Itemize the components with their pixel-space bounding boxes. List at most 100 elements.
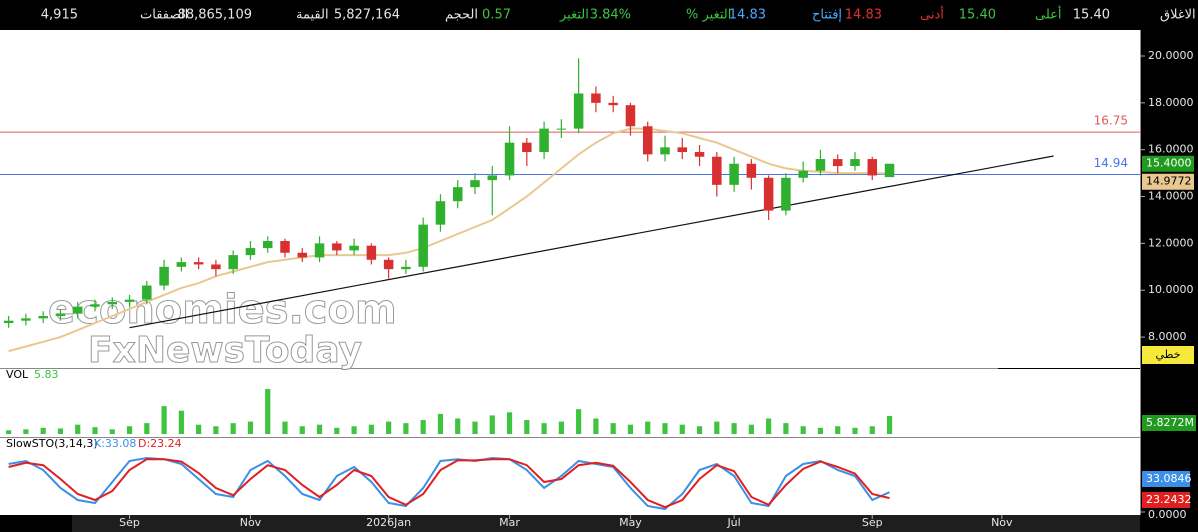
candle-body (884, 163, 895, 178)
candle-body (867, 159, 878, 176)
volume-bar (368, 424, 374, 434)
candle-body (522, 142, 532, 153)
volume-bar (403, 423, 409, 434)
volume-bar (334, 427, 340, 434)
candle-body (832, 159, 843, 167)
header-label: إفتتاح (812, 8, 842, 23)
header-label: التغير (559, 8, 589, 23)
candle-body (815, 159, 826, 171)
volume-bar (6, 430, 12, 434)
volume-bar (835, 426, 841, 434)
x-tick-label: Nov (240, 516, 262, 529)
header-value: 15.40 (959, 8, 996, 23)
x-tick-label: Jul (726, 516, 740, 529)
candle-body (452, 187, 463, 202)
header-label: التغير % (686, 8, 731, 23)
volume-bar (662, 423, 668, 434)
volume-bar (126, 426, 133, 434)
candle-body (366, 245, 377, 260)
candle-body (539, 128, 549, 153)
candle-body (280, 241, 290, 253)
right-axis (1140, 30, 1198, 532)
volume-bar (247, 421, 254, 434)
candle-body (55, 313, 66, 316)
candle-body (193, 262, 204, 265)
candle-body (124, 299, 135, 302)
header-value: 15.40 (1073, 8, 1110, 23)
volume-bar (766, 418, 772, 434)
volume-bar (506, 412, 513, 434)
stoch-last-label: 23.2432 (1146, 493, 1192, 506)
volume-bar (420, 420, 426, 434)
volume-bar (161, 406, 167, 434)
header-label: أعلى (1035, 6, 1062, 23)
volume-bar (472, 421, 478, 434)
x-axis (72, 515, 1140, 532)
volume-bar (230, 423, 236, 434)
candle-body (72, 306, 83, 314)
stoch-box (1142, 492, 1190, 508)
volume-bar (455, 418, 461, 434)
candle-body (763, 177, 774, 211)
candle-body (332, 243, 342, 251)
header-label: الصفقات (140, 8, 188, 23)
x-tick-label: Mar (499, 516, 520, 529)
mode-label: خطي (1156, 348, 1181, 361)
volume-bar (576, 409, 582, 434)
legend-entry: K:33.08 (94, 437, 136, 450)
watermark: FxNewsToday (88, 330, 362, 371)
candle-body (608, 102, 618, 106)
candle-body (677, 147, 688, 153)
volume-bar (109, 429, 115, 434)
y-tick-label: 18.0000 (1148, 96, 1194, 109)
header-value: 4,915 (41, 8, 78, 23)
candle-body (556, 128, 567, 130)
candle-body (228, 255, 238, 270)
x-tick-label: Sep (119, 516, 140, 529)
last-price-label: 15.4000 (1146, 157, 1192, 170)
volume-bar (316, 424, 323, 434)
volume-bar (213, 426, 219, 434)
candle-body (642, 126, 653, 155)
header-value: 5,827,164 (334, 8, 400, 23)
candle-body (591, 93, 601, 103)
candle-body (245, 248, 256, 256)
y-tick-label: 8.0000 (1148, 330, 1187, 343)
candle-body (401, 266, 411, 270)
volume-bar (299, 426, 305, 434)
stoch-line (8, 458, 890, 509)
stoch-panel (0, 438, 1140, 515)
trendline (129, 155, 1054, 329)
header-label: الاغلاق (1160, 8, 1196, 23)
volume-bar (696, 426, 703, 434)
volume-bar (800, 426, 806, 434)
axis-corner (0, 515, 72, 532)
volume-bar (645, 421, 651, 434)
candle-body (625, 105, 636, 127)
candle-body (746, 163, 757, 178)
volume-bar (593, 418, 599, 434)
volume-bar (731, 423, 737, 434)
volume-bar (282, 421, 288, 434)
header-value: 88,865,109 (178, 8, 252, 23)
volume-bar (57, 428, 64, 434)
mode-box (1142, 346, 1194, 364)
volume-bar (437, 413, 444, 434)
candle-body (314, 243, 325, 258)
stoch-box (1142, 471, 1190, 487)
volume-panel (0, 369, 1140, 437)
x-tick-label: 2026Jan (366, 516, 411, 529)
legend-entry: D:23.24 (138, 437, 182, 450)
volume-bar (265, 389, 271, 434)
candle-body (850, 159, 860, 167)
candle-body (781, 177, 791, 211)
y-tick-label: 14.0000 (1148, 190, 1194, 203)
y-tick-label: 12.0000 (1148, 236, 1194, 249)
candle-body (712, 156, 722, 185)
horizontal-line-label: 14.94 (1094, 156, 1128, 170)
volume-last-label: 5.8272M (1146, 416, 1194, 429)
volume-bar (351, 426, 357, 434)
candle-body (90, 304, 100, 307)
panel-title: VOL (6, 368, 29, 381)
